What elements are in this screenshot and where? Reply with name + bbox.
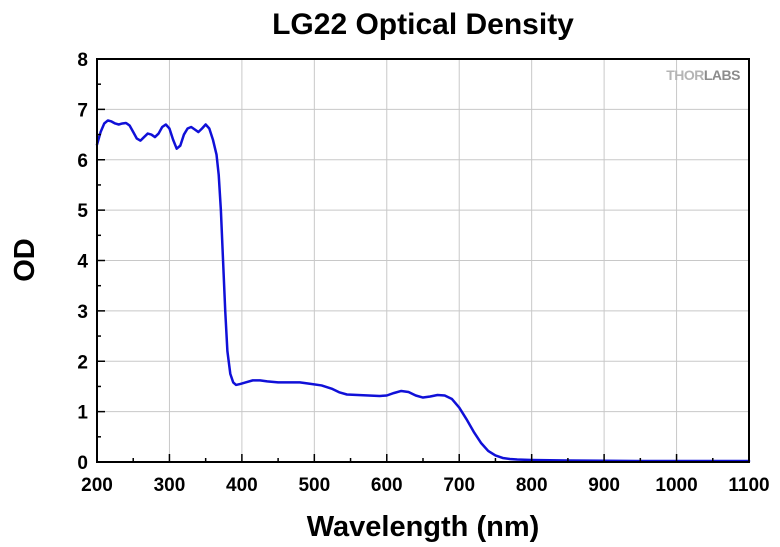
y-tick-label: 6 [77, 151, 88, 172]
brand-watermark: THORLABS [666, 67, 740, 83]
y-tick-label: 4 [77, 252, 88, 273]
y-tick-label: 1 [77, 403, 88, 424]
x-tick-label: 1100 [728, 475, 769, 496]
y-axis-label: OD [9, 238, 41, 282]
x-tick-label: 900 [588, 475, 620, 496]
grid-lines [97, 59, 749, 462]
axis-ticks: 200 300 400 500 600 700 800 900 1000 1100 0 1 2 3 4 5 6 7… [77, 50, 769, 496]
x-tick-label: 400 [226, 475, 258, 496]
chart-title: LG22 Optical Density [272, 8, 574, 41]
y-tick-label: 7 [77, 100, 88, 121]
brand-watermark-labs: LABS [704, 67, 740, 83]
x-tick-label: 700 [443, 475, 475, 496]
x-tick-label: 1000 [655, 475, 697, 496]
y-tick-label: 2 [77, 352, 88, 373]
x-tick-label: 300 [154, 475, 186, 496]
x-tick-label: 600 [371, 475, 403, 496]
y-tick-label: 3 [77, 302, 88, 323]
series-layer [95, 119, 751, 463]
y-tick-label: 5 [77, 201, 88, 222]
y-tick-label: 8 [77, 50, 88, 71]
x-axis-label: Wavelength (nm) [307, 511, 540, 543]
x-tick-label: 800 [516, 475, 548, 496]
y-tick-label: 0 [77, 453, 88, 474]
series-line-od [95, 119, 751, 463]
brand-watermark-thor: THOR [666, 67, 704, 83]
x-tick-label: 200 [81, 475, 113, 496]
x-tick-label: 500 [298, 475, 330, 496]
